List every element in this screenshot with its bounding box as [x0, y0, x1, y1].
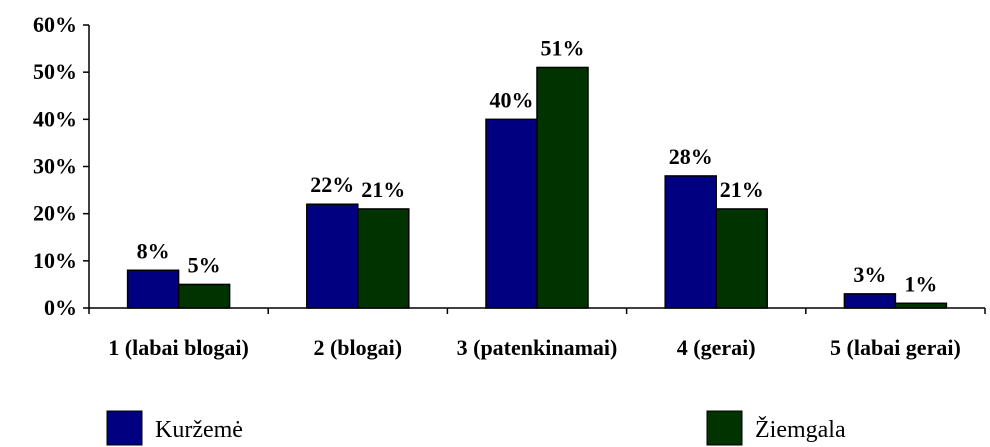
y-tick-label: 60%: [33, 12, 77, 37]
data-label: 8%: [137, 238, 170, 263]
bar-series1: [843, 293, 897, 309]
x-axis: 1 (labai blogai) 2 (blogai) 3 (patenkinama…: [88, 307, 986, 360]
legend-swatch: [706, 410, 743, 446]
bar-series2: [894, 302, 948, 309]
data-label: 5%: [188, 252, 221, 277]
data-label: 3%: [853, 262, 886, 287]
bar-series2: [715, 208, 768, 309]
bar-series2: [536, 66, 589, 309]
data-label: 21%: [361, 177, 405, 202]
y-tick-label: 10%: [33, 248, 77, 273]
bar-series1: [126, 269, 180, 309]
y-tick-label: 50%: [33, 59, 77, 84]
y-tick-label: 30%: [33, 154, 77, 179]
bars: [126, 66, 948, 309]
legend-label: Kuržemė: [155, 417, 243, 443]
x-category-label: 2 (blogai): [313, 335, 402, 360]
y-tick-label: 20%: [33, 201, 77, 226]
data-label: 28%: [669, 144, 713, 169]
x-category-label: 4 (gerai): [677, 335, 756, 360]
x-category-label: 1 (labai blogai): [108, 335, 249, 360]
x-category-label: 5 (labai gerai): [830, 335, 961, 360]
data-label: 22%: [310, 172, 354, 197]
legend-label: Žiemgala: [755, 417, 846, 443]
legend: Kuržemė Žiemgala: [106, 410, 846, 446]
bar-series1: [306, 203, 359, 309]
bar-series2: [357, 208, 410, 309]
data-label: 21%: [720, 177, 764, 202]
data-label: 40%: [490, 87, 534, 112]
bar-series1: [664, 175, 717, 309]
y-tick-label: 0%: [44, 295, 77, 320]
y-axis: 0% 10% 20% 30% 40% 50% 60%: [33, 12, 90, 320]
legend-swatch: [106, 410, 143, 446]
bar-series2: [177, 283, 231, 309]
x-category-label: 3 (patenkinamai): [457, 335, 618, 360]
bar-series1: [485, 118, 538, 309]
data-label: 1%: [904, 271, 937, 296]
data-label: 51%: [541, 35, 585, 60]
data-labels: 8% 22% 40% 28% 3% 5% 21% 51% 21% 1%: [137, 35, 938, 296]
y-tick-label: 40%: [33, 106, 77, 131]
